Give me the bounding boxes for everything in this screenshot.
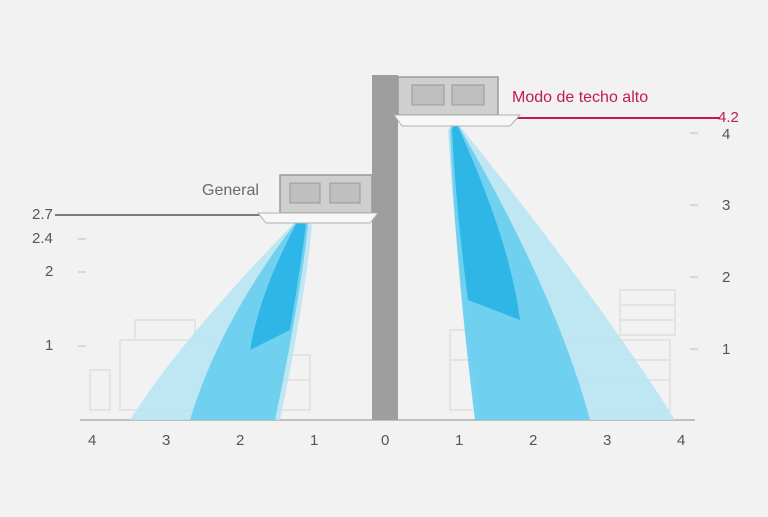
- x-r-2: 2: [529, 432, 537, 449]
- x-r-1: 1: [455, 432, 463, 449]
- left-y-2p4: 2.4: [32, 230, 53, 247]
- airflow-right: [448, 120, 675, 420]
- x-center-0: 0: [381, 432, 389, 449]
- airflow-left: [130, 217, 312, 420]
- diagram-stage: General Modo de techo alto 2.7 2.4 2 1 4…: [0, 0, 768, 512]
- x-l-2: 2: [236, 432, 244, 449]
- x-r-3: 3: [603, 432, 611, 449]
- left-y-1: 1: [45, 337, 53, 354]
- ac-unit-left: [258, 175, 378, 223]
- right-y-1: 1: [722, 341, 730, 358]
- label-high-ceiling: Modo de techo alto: [512, 89, 648, 107]
- right-y-ticks: [690, 133, 698, 349]
- right-y-4: 4: [722, 126, 730, 143]
- left-y-ticks: [78, 239, 86, 346]
- x-l-4: 4: [88, 432, 96, 449]
- x-l-3: 3: [162, 432, 170, 449]
- central-wall: [372, 75, 398, 420]
- ac-unit-right: [394, 77, 520, 126]
- x-l-1: 1: [310, 432, 318, 449]
- right-y-3: 3: [722, 197, 730, 214]
- label-general: General: [202, 182, 259, 200]
- right-y-4p2: 4.2: [718, 109, 739, 126]
- left-y-2: 2: [45, 263, 53, 280]
- x-r-4: 4: [677, 432, 685, 449]
- left-y-2p7: 2.7: [32, 206, 53, 223]
- right-y-2: 2: [722, 269, 730, 286]
